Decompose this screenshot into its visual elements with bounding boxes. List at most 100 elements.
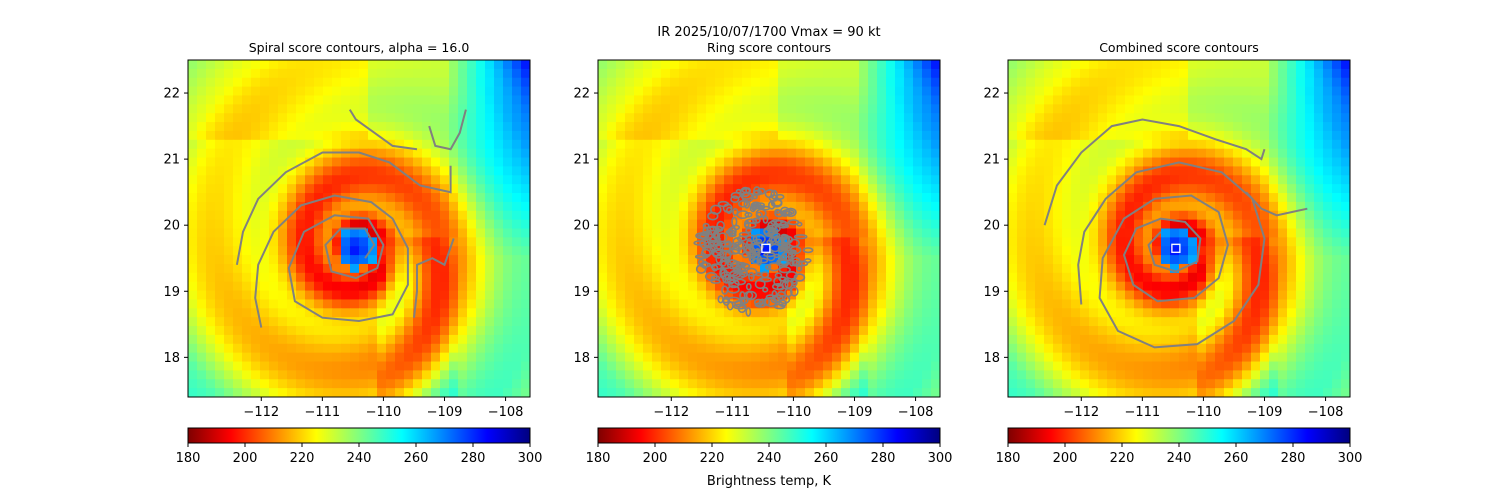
ring-contour <box>706 226 719 232</box>
heatmap-cell <box>1305 166 1315 176</box>
heatmap-cell <box>1026 201 1036 212</box>
heatmap-cell <box>476 370 486 380</box>
heatmap-cell <box>242 157 252 168</box>
heatmap-cell <box>1323 139 1333 150</box>
heatmap-cell <box>503 184 513 194</box>
heatmap-cell <box>841 122 851 132</box>
heatmap-cell <box>1314 130 1324 141</box>
heatmap-cell <box>305 77 315 88</box>
heatmap-cell <box>868 95 878 105</box>
ring-contour <box>700 260 709 269</box>
heatmap-cell <box>242 130 252 141</box>
heatmap-cell <box>368 193 378 203</box>
heatmap-cell <box>1206 361 1216 371</box>
heatmap-cell <box>1179 219 1189 230</box>
heatmap-cell <box>1008 237 1018 247</box>
heatmap-cell <box>1323 255 1333 265</box>
heatmap-cell <box>368 228 378 238</box>
heatmap-cell <box>814 157 824 168</box>
heatmap-cell <box>1170 122 1180 132</box>
heatmap-cell <box>215 299 225 309</box>
heatmap-cell <box>1314 299 1324 309</box>
heatmap-cell <box>521 272 530 283</box>
heatmap-cell <box>1062 334 1072 345</box>
heatmap-cell <box>661 246 671 256</box>
heatmap-cell <box>251 86 261 97</box>
heatmap-cell <box>1233 175 1243 185</box>
heatmap-cell <box>1251 193 1261 203</box>
heatmap-cell <box>1314 228 1324 238</box>
heatmap-cell <box>661 379 671 389</box>
heatmap-cell <box>1170 255 1180 265</box>
heatmap-cell <box>440 361 450 371</box>
heatmap-cell <box>1080 388 1090 397</box>
ring-contour <box>717 295 724 304</box>
heatmap-cell <box>841 361 851 371</box>
heatmap-cell <box>760 219 770 230</box>
heatmap-cell <box>269 343 279 354</box>
heatmap-cell <box>1008 95 1018 105</box>
heatmap-cell <box>1107 263 1117 274</box>
heatmap-cell <box>350 237 360 247</box>
heatmap-cell <box>1278 77 1288 88</box>
heatmap-cell <box>1188 379 1198 389</box>
heatmap-cell <box>413 68 423 79</box>
heatmap-cell <box>877 281 887 292</box>
heatmap-cell <box>224 317 234 327</box>
heatmap-cell <box>1341 343 1350 354</box>
heatmap-cell <box>1188 175 1198 185</box>
heatmap-cell <box>278 68 288 79</box>
heatmap-cell <box>440 68 450 79</box>
heatmap-cell <box>1080 193 1090 203</box>
heatmap-cell <box>1269 379 1279 389</box>
heatmap-cell <box>1233 201 1243 212</box>
heatmap-cell <box>521 388 530 397</box>
heatmap-cell <box>1332 352 1342 363</box>
heatmap-cell <box>688 370 698 380</box>
heatmap-cell <box>841 157 851 168</box>
heatmap-cell <box>512 193 522 203</box>
heatmap-cell <box>886 139 896 150</box>
heatmap-cell <box>1224 352 1234 363</box>
heatmap-cell <box>814 246 824 256</box>
heatmap-cell <box>1224 157 1234 168</box>
heatmap-cell <box>233 379 243 389</box>
heatmap-cell <box>359 166 369 176</box>
heatmap-cell <box>634 86 644 97</box>
heatmap-cell <box>1134 104 1144 114</box>
heatmap-cell <box>1341 379 1350 389</box>
heatmap-cell <box>1341 95 1350 105</box>
heatmap-cell <box>512 166 522 176</box>
heatmap-cell <box>233 228 243 238</box>
heatmap-cell <box>805 308 815 318</box>
heatmap-cell <box>260 122 270 132</box>
heatmap-cell <box>242 228 252 238</box>
heatmap-cell <box>625 246 635 256</box>
heatmap-cell <box>1089 184 1099 194</box>
heatmap-cell <box>751 184 761 194</box>
heatmap-cell <box>823 228 833 238</box>
heatmap-cell <box>1215 388 1225 397</box>
heatmap-cell <box>1134 370 1144 380</box>
heatmap-cell <box>440 281 450 292</box>
heatmap-cell <box>404 122 414 132</box>
heatmap-cell <box>1098 95 1108 105</box>
heatmap-cell <box>1053 246 1063 256</box>
heatmap-cell <box>233 122 243 132</box>
heatmap-cell <box>1233 334 1243 345</box>
heatmap-cell <box>1269 68 1279 79</box>
heatmap-cell <box>1314 210 1324 221</box>
heatmap-cell <box>368 166 378 176</box>
heatmap-cell <box>1179 388 1189 397</box>
heatmap-cell <box>1341 104 1350 114</box>
heatmap-cell <box>643 60 653 70</box>
heatmap-cell <box>1314 379 1324 389</box>
heatmap-cell <box>634 326 644 336</box>
heatmap-cell <box>1305 281 1315 292</box>
heatmap-cell <box>341 122 351 132</box>
heatmap-cell <box>503 255 513 265</box>
heatmap-cell <box>643 379 653 389</box>
heatmap-cell <box>503 193 513 203</box>
heatmap-cell <box>886 219 896 230</box>
heatmap-cell <box>1107 77 1117 88</box>
